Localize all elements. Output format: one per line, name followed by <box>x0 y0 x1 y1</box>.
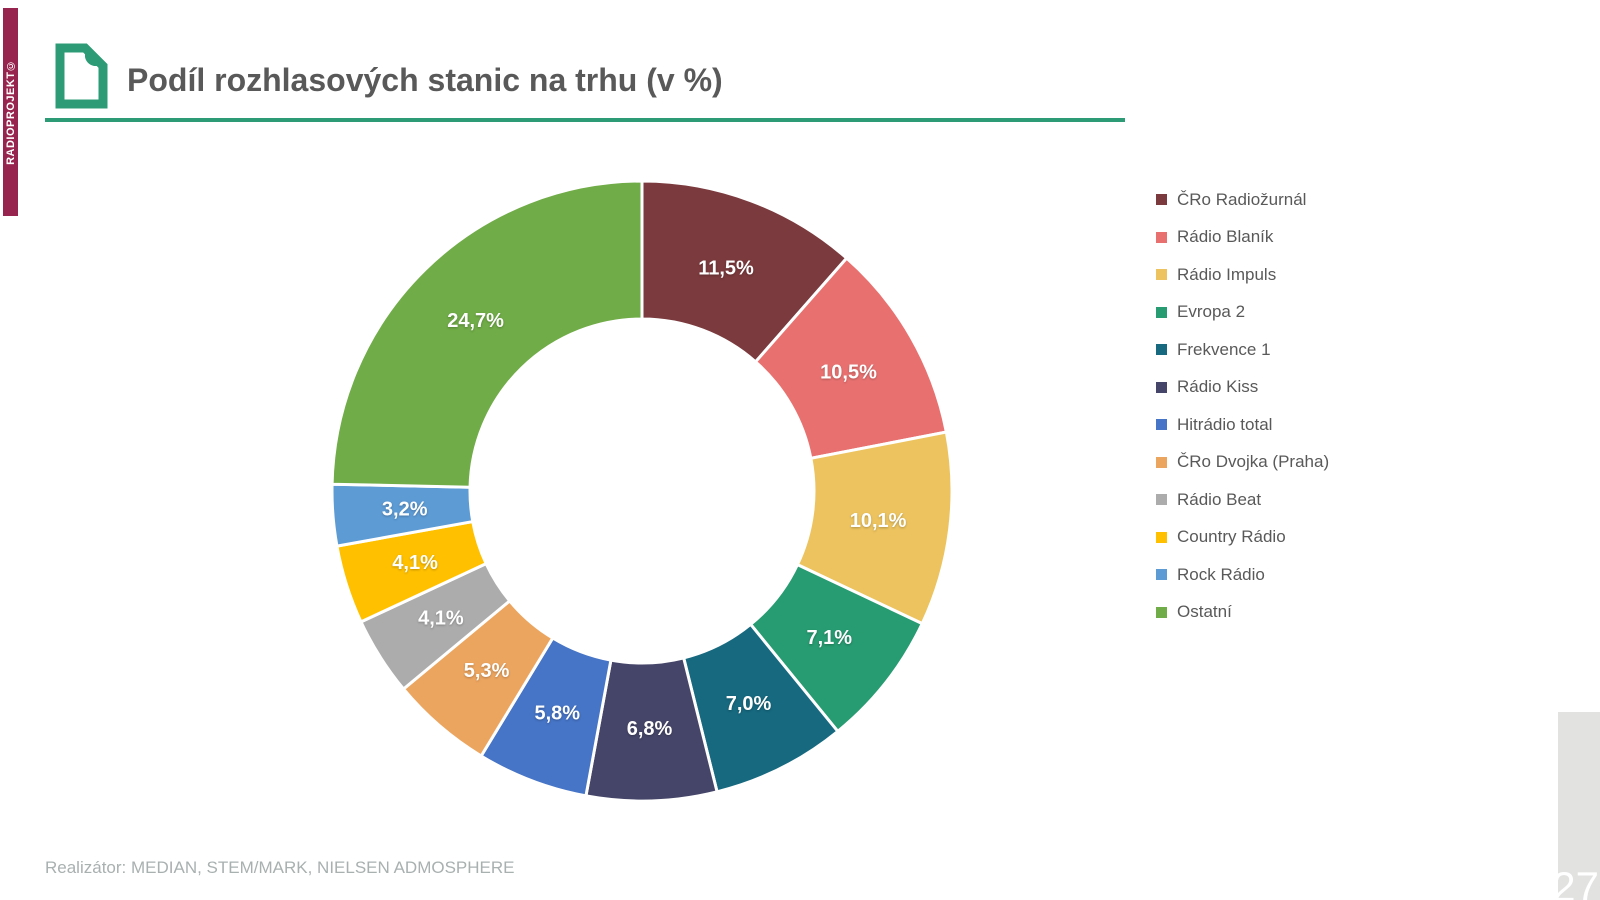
title-underline <box>45 118 1125 122</box>
legend-swatch-icon <box>1156 606 1167 618</box>
legend-item: Frekvence 1 <box>1156 339 1329 360</box>
legend-label: Hitrádio total <box>1177 414 1273 434</box>
legend-label: Ostatní <box>1177 602 1232 621</box>
legend-swatch-icon <box>1156 269 1167 280</box>
legend-swatch-icon <box>1156 231 1167 243</box>
legend-swatch-icon <box>1156 456 1167 468</box>
slice-label: 24,7% <box>447 310 504 332</box>
brand-sidebar: RADIOPROJEKT© <box>3 8 18 216</box>
slice-label: 4,1% <box>418 607 464 629</box>
legend-item: ČRo Radiožurnál <box>1156 189 1329 210</box>
document-page-icon <box>55 43 108 109</box>
slice-label: 5,3% <box>464 660 510 682</box>
legend-item: Evropa 2 <box>1156 302 1329 323</box>
legend-swatch-icon <box>1156 494 1167 505</box>
chart-legend: ČRo Radiožurnál Rádio Blaník Rádio Impul… <box>1156 189 1329 639</box>
source-note: Realizátor: MEDIAN, STEM/MARK, NIELSEN A… <box>45 858 515 877</box>
legend-item: Ostatní <box>1156 602 1329 623</box>
slice-label: 11,5% <box>698 257 754 279</box>
legend-swatch-icon <box>1156 531 1167 543</box>
donut-slice <box>330 179 644 489</box>
legend-label: Rádio Blaník <box>1177 227 1274 246</box>
slice-label: 10,5% <box>820 362 877 384</box>
page-number-strip: 27 <box>1552 712 1600 900</box>
legend-swatch-icon <box>1156 419 1167 430</box>
legend-label: Frekvence 1 <box>1177 339 1271 359</box>
legend-label: Rádio Beat <box>1177 489 1262 509</box>
legend-label: Evropa 2 <box>1177 302 1246 321</box>
legend-item: Rádio Beat <box>1156 489 1329 510</box>
legend-label: ČRo Radiožurnál <box>1177 189 1307 209</box>
legend-item: Rádio Blaník <box>1156 227 1329 248</box>
legend-label: ČRo Dvojka (Praha) <box>1177 452 1330 471</box>
legend-item: Rádio Impuls <box>1156 264 1329 285</box>
slice-label: 6,8% <box>627 718 673 740</box>
legend-swatch-icon <box>1156 344 1167 355</box>
slice-label: 10,1% <box>850 510 907 532</box>
legend-swatch-icon <box>1156 194 1167 205</box>
legend-item: Rock Rádio <box>1156 564 1329 585</box>
legend-label: Country Rádio <box>1177 527 1286 546</box>
legend-label: Rock Rádio <box>1177 564 1265 584</box>
legend-swatch-icon <box>1156 569 1167 580</box>
page-number: 27 <box>1552 863 1599 900</box>
slice-label: 7,0% <box>726 693 772 715</box>
legend-item: Hitrádio total <box>1156 414 1329 435</box>
slice-label: 4,1% <box>392 552 438 574</box>
legend-item: ČRo Dvojka (Praha) <box>1156 452 1329 473</box>
slice-label: 5,8% <box>535 702 581 724</box>
page-title: Podíl rozhlasových stanic na trhu (v %) <box>127 62 723 98</box>
legend-item: Country Rádio <box>1156 527 1329 548</box>
slice-label: 7,1% <box>807 627 853 649</box>
slice-label: 3,2% <box>382 499 428 521</box>
legend-item: Rádio Kiss <box>1156 377 1329 398</box>
legend-label: Rádio Kiss <box>1177 377 1259 396</box>
legend-swatch-icon <box>1156 381 1167 393</box>
legend-swatch-icon <box>1156 306 1167 318</box>
legend-label: Rádio Impuls <box>1177 264 1277 284</box>
